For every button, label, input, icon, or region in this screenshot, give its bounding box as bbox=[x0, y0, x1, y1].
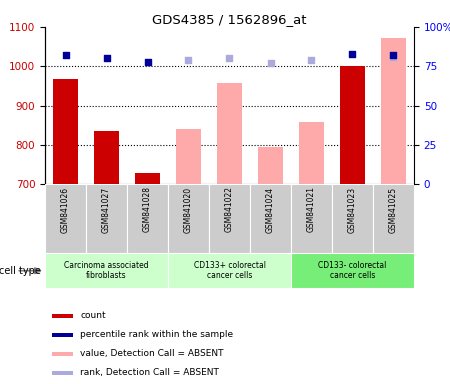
Point bbox=[349, 51, 356, 57]
Text: Carcinoma associated
fibroblasts: Carcinoma associated fibroblasts bbox=[64, 261, 149, 280]
Text: GSM841020: GSM841020 bbox=[184, 186, 193, 233]
Bar bbox=[209, 184, 250, 253]
Point bbox=[308, 57, 315, 63]
Text: GSM841024: GSM841024 bbox=[266, 186, 275, 233]
Text: percentile rank within the sample: percentile rank within the sample bbox=[80, 330, 233, 339]
Text: rank, Detection Call = ABSENT: rank, Detection Call = ABSENT bbox=[80, 368, 219, 377]
Bar bbox=[52, 371, 73, 375]
Bar bbox=[258, 147, 283, 184]
Point bbox=[144, 58, 151, 65]
Bar bbox=[94, 131, 119, 184]
Bar bbox=[291, 253, 414, 288]
Point bbox=[185, 57, 192, 63]
Text: GSM841021: GSM841021 bbox=[307, 186, 316, 232]
Text: cell type: cell type bbox=[0, 266, 40, 276]
Point bbox=[103, 55, 110, 61]
Bar bbox=[168, 253, 291, 288]
Title: GDS4385 / 1562896_at: GDS4385 / 1562896_at bbox=[152, 13, 307, 26]
Bar bbox=[291, 184, 332, 253]
Text: count: count bbox=[80, 311, 106, 321]
Point bbox=[390, 54, 397, 60]
Bar bbox=[127, 184, 168, 253]
Point bbox=[226, 55, 233, 61]
Bar bbox=[52, 314, 73, 318]
Text: GSM841022: GSM841022 bbox=[225, 186, 234, 232]
Bar bbox=[373, 184, 414, 253]
Bar bbox=[52, 333, 73, 337]
Bar bbox=[168, 184, 209, 253]
Text: GSM841023: GSM841023 bbox=[348, 186, 357, 233]
Text: value, Detection Call = ABSENT: value, Detection Call = ABSENT bbox=[80, 349, 224, 358]
Bar bbox=[86, 184, 127, 253]
Point bbox=[267, 60, 274, 66]
Bar bbox=[250, 184, 291, 253]
Bar bbox=[135, 172, 160, 184]
Bar bbox=[217, 83, 242, 184]
Text: GSM841025: GSM841025 bbox=[389, 186, 398, 233]
Text: CD133+ colorectal
cancer cells: CD133+ colorectal cancer cells bbox=[194, 261, 266, 280]
Bar bbox=[381, 38, 406, 184]
Bar bbox=[299, 122, 324, 184]
Bar bbox=[332, 184, 373, 253]
Bar bbox=[176, 129, 201, 184]
Bar bbox=[53, 79, 78, 184]
Text: CD133- colorectal
cancer cells: CD133- colorectal cancer cells bbox=[318, 261, 387, 280]
Bar bbox=[340, 66, 365, 184]
Bar bbox=[45, 253, 168, 288]
Text: GSM841027: GSM841027 bbox=[102, 186, 111, 233]
Point bbox=[390, 52, 397, 58]
Text: GSM841026: GSM841026 bbox=[61, 186, 70, 233]
Bar bbox=[45, 184, 86, 253]
Bar bbox=[52, 352, 73, 356]
Point bbox=[62, 52, 69, 58]
Text: GSM841028: GSM841028 bbox=[143, 186, 152, 232]
